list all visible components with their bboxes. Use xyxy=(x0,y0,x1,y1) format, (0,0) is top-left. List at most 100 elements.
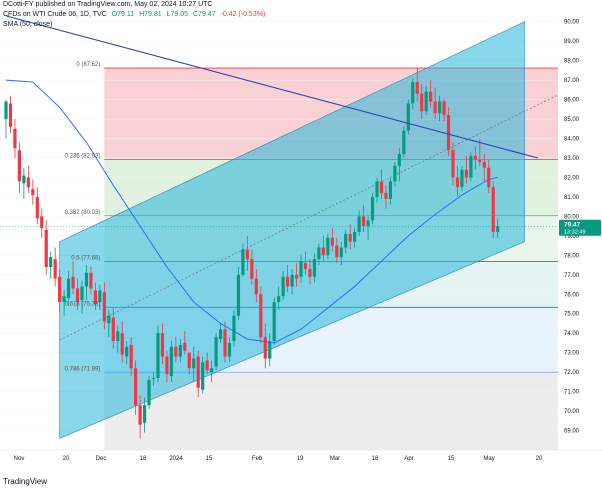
candle-body-58 xyxy=(263,337,267,359)
price-tick-20: 89.00 xyxy=(564,39,580,45)
price-tick-8: 77.00 xyxy=(564,273,580,279)
candle-body-2 xyxy=(13,128,17,149)
close-value: C79.47 xyxy=(193,11,216,18)
candle-body-28 xyxy=(129,344,133,369)
candle-body-46 xyxy=(210,368,214,373)
candle-body-25 xyxy=(116,331,120,341)
candle-body-110 xyxy=(496,226,500,232)
current-price-value: 79.47 xyxy=(564,222,581,229)
candle-body-69 xyxy=(312,259,317,277)
price-tick-4: 73.00 xyxy=(564,351,580,357)
candle-body-21 xyxy=(98,290,102,303)
low-value: L79.05 xyxy=(166,11,189,18)
candle-body-80 xyxy=(362,216,366,227)
price-tick-10: 79.00 xyxy=(564,234,580,240)
time-tick-1: 20 xyxy=(63,456,70,462)
price-tick-12: 81.00 xyxy=(564,195,580,201)
time-tick-4: 2024 xyxy=(169,456,183,462)
tradingview-logo[interactable]: TradingView xyxy=(3,477,48,486)
candle-body-40 xyxy=(183,342,187,351)
candle-body-91 xyxy=(411,82,415,104)
candle-body-39 xyxy=(178,344,182,357)
time-axis[interactable]: Nov 20 Dec 18 2024 15 Feb 19 Mar 18 Apr 15 May 20 xyxy=(0,449,602,462)
candle-body-29 xyxy=(134,368,138,406)
candle-body-60 xyxy=(272,302,276,341)
time-tick-5: 15 xyxy=(206,456,213,462)
time-tick-12: May xyxy=(483,456,494,462)
time-tick-3: 18 xyxy=(140,456,147,462)
price-tick-14: 83.00 xyxy=(564,156,580,162)
candle-body-34 xyxy=(156,333,160,378)
candle-body-12 xyxy=(58,276,62,303)
time-tick-13: 20 xyxy=(536,456,543,462)
candle-body-101 xyxy=(455,177,460,188)
candle-body-105 xyxy=(473,156,477,160)
candle-body-74 xyxy=(335,245,339,258)
time-tick-10: Apr xyxy=(404,456,413,462)
fib-label-5: 0.786 (71.99) xyxy=(65,366,101,372)
candle-body-57 xyxy=(259,294,263,338)
candle-body-82 xyxy=(370,196,375,221)
price-tick-11: 80.00 xyxy=(564,214,580,220)
candle-body-59 xyxy=(268,340,272,359)
price-tick-0: 69.00 xyxy=(564,429,580,435)
candle-body-75 xyxy=(339,247,343,258)
candle-body-47 xyxy=(214,337,218,367)
candle-body-49 xyxy=(223,329,227,357)
candle-body-62 xyxy=(281,276,285,297)
time-tick-7: 19 xyxy=(297,456,304,462)
candle-body-93 xyxy=(420,93,424,112)
current-price-box xyxy=(559,219,601,236)
time-tick-6: Feb xyxy=(252,456,263,462)
price-tick-16: 85.00 xyxy=(564,117,580,123)
change-value: -0.42 (-0.53%) xyxy=(220,11,266,18)
candle-body-15 xyxy=(71,276,75,289)
candle-body-31 xyxy=(142,405,147,423)
candle-body-50 xyxy=(227,342,232,357)
candle-body-72 xyxy=(326,237,330,256)
candle-body-52 xyxy=(236,274,241,316)
candle-body-77 xyxy=(348,233,352,242)
indicator-legend[interactable]: SMA (50, close) xyxy=(3,21,53,28)
candle-body-22 xyxy=(102,292,106,322)
candle-body-106 xyxy=(478,159,482,162)
candle-body-10 xyxy=(49,257,53,268)
price-tick-6: 75.00 xyxy=(564,312,580,318)
candle-body-36 xyxy=(165,356,169,375)
candle-body-7 xyxy=(35,196,39,219)
price-tick-1: 70.00 xyxy=(564,409,580,415)
candle-body-18 xyxy=(84,272,89,287)
price-tick-3: 72.00 xyxy=(564,370,580,376)
candle-body-3 xyxy=(17,150,22,182)
fib-label-4: 0.618 (75.33) xyxy=(65,301,101,307)
price-tick-9: 78.00 xyxy=(564,253,580,259)
price-tick-18: 87.00 xyxy=(564,78,580,84)
candle-body-45 xyxy=(205,360,209,371)
candle-body-54 xyxy=(245,249,249,260)
price-tick-21: 90.00 xyxy=(564,20,580,26)
candle-body-44 xyxy=(201,362,205,390)
candle-body-86 xyxy=(388,181,393,199)
candle-body-27 xyxy=(125,346,129,357)
candle-body-68 xyxy=(308,268,312,277)
candle-body-63 xyxy=(286,276,290,287)
candle-body-41 xyxy=(187,352,191,369)
candle-body-90 xyxy=(406,103,410,131)
candle-body-83 xyxy=(375,181,379,197)
candle-body-84 xyxy=(379,181,384,194)
candle-body-30 xyxy=(138,405,142,425)
candle-body-1 xyxy=(8,103,13,127)
candle-body-56 xyxy=(254,278,258,295)
price-tick-5: 74.00 xyxy=(564,331,580,337)
price-tick-17: 86.00 xyxy=(564,98,580,104)
candle-body-104 xyxy=(469,156,473,178)
candle-body-66 xyxy=(299,261,303,277)
candle-body-94 xyxy=(424,91,428,112)
candle-body-14 xyxy=(66,278,71,299)
candle-body-9 xyxy=(44,230,48,268)
candle-body-35 xyxy=(160,333,165,357)
candle-body-65 xyxy=(294,274,299,279)
candle-body-51 xyxy=(232,315,236,341)
symbol-legend[interactable]: CFDs on WTI Crude 06, 1D, TVC O79.11 H79… xyxy=(3,11,268,18)
